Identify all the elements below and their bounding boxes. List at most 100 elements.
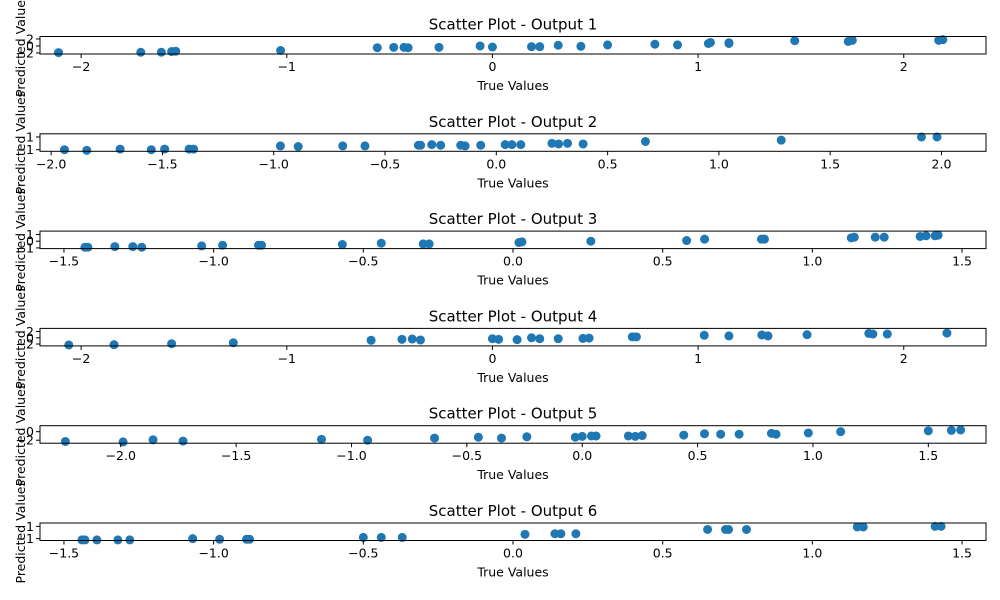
data-point	[82, 145, 92, 155]
data-point	[125, 535, 135, 545]
data-point	[110, 242, 120, 252]
plot-frame	[39, 327, 987, 347]
data-point	[868, 329, 878, 339]
y-tick-label: 2	[26, 324, 34, 339]
x-tick-label: 0.5	[598, 156, 618, 171]
data-point	[679, 430, 689, 440]
data-point	[358, 532, 368, 542]
x-tick-label: −1.0	[198, 254, 228, 269]
data-point	[790, 36, 800, 46]
y-tick-label: 1	[26, 129, 34, 144]
data-point	[673, 40, 683, 50]
data-point	[109, 340, 119, 350]
data-point	[527, 42, 537, 52]
x-tick-label: 0.0	[572, 448, 592, 463]
data-point	[803, 428, 813, 438]
data-point	[376, 532, 386, 542]
data-point	[535, 42, 545, 52]
y-tick-label: −1	[16, 142, 34, 157]
data-point	[436, 140, 446, 150]
data-point	[577, 431, 587, 441]
y-axis-label: Predicted Values	[13, 0, 28, 97]
x-tick-label: −1.0	[336, 448, 366, 463]
data-point	[156, 47, 166, 57]
data-point	[397, 532, 407, 542]
data-point	[372, 43, 382, 53]
y-tick-label: 0	[26, 234, 34, 249]
data-point	[473, 432, 483, 442]
data-point	[113, 535, 123, 545]
data-point	[553, 40, 563, 50]
data-series	[77, 521, 946, 545]
data-point	[637, 431, 647, 441]
data-point	[516, 140, 526, 150]
data-point	[547, 138, 557, 148]
data-point	[586, 236, 596, 246]
x-tick-label: 2	[900, 59, 908, 74]
data-point	[407, 334, 417, 344]
chart-title: Scatter Plot - Output 3	[429, 210, 598, 228]
plot-frame	[39, 133, 987, 152]
x-tick-label: −1.5	[221, 448, 251, 463]
data-point	[494, 334, 504, 344]
data-point	[936, 521, 946, 531]
chart-title: Scatter Plot - Output 1	[429, 16, 598, 34]
data-point	[64, 340, 74, 350]
data-point	[316, 434, 326, 444]
data-point	[553, 334, 563, 344]
data-point	[591, 431, 601, 441]
data-point	[759, 234, 769, 244]
data-point	[137, 242, 147, 252]
data-point	[724, 39, 734, 48]
data-point	[397, 334, 407, 344]
y-tick-label: 2	[26, 31, 34, 46]
y-axis-label: Predicted Values	[13, 91, 28, 195]
data-point	[59, 145, 69, 155]
data-point	[716, 429, 726, 439]
data-point	[338, 141, 348, 151]
y-axis-label: Predicted Values	[13, 188, 28, 292]
data-point	[460, 141, 470, 151]
data-point	[360, 141, 370, 151]
data-point	[376, 238, 386, 248]
data-point	[160, 144, 170, 154]
data-point	[146, 145, 156, 155]
data-point	[415, 335, 425, 345]
chart-title: Scatter Plot - Output 5	[429, 405, 598, 423]
data-point	[734, 429, 744, 439]
data-point	[476, 140, 486, 150]
y-tick-label: −2	[16, 337, 34, 352]
x-tick-label: −0.5	[348, 546, 378, 561]
data-point	[363, 435, 373, 445]
y-axis-label: Predicted Values	[13, 383, 28, 487]
data-point	[870, 232, 880, 242]
data-point	[520, 529, 530, 539]
x-tick-label: 1.5	[820, 156, 840, 171]
x-tick-label: −1.5	[147, 156, 177, 171]
data-point	[171, 46, 181, 56]
data-point	[275, 141, 285, 151]
y-tick-label: 1	[26, 227, 34, 242]
data-point	[921, 231, 931, 241]
data-point	[128, 242, 138, 252]
data-point	[584, 333, 594, 343]
data-point	[576, 41, 586, 51]
y-tick-label: −2	[16, 433, 34, 448]
x-tick-label: 0.5	[653, 546, 673, 561]
subplot-6: Scatter Plot - Output 6 −1.5 −1.0 −0.5 0.0 0.…	[13, 480, 987, 584]
data-point	[257, 240, 267, 250]
plot-frame	[39, 522, 987, 541]
data-point	[496, 433, 506, 443]
x-tick-label: −2.0	[106, 448, 136, 463]
x-axis-label: True Values	[476, 370, 548, 385]
x-tick-label: 1.0	[709, 156, 729, 171]
data-point	[946, 425, 956, 435]
x-axis-label: True Values	[476, 565, 548, 580]
x-tick-label: −2.0	[36, 156, 66, 171]
x-tick-label: 0.0	[503, 546, 523, 561]
x-tick-label: −1.5	[49, 254, 79, 269]
x-tick-label: 1.5	[952, 254, 972, 269]
data-point	[700, 429, 710, 439]
x-tick-label: 1.0	[802, 254, 822, 269]
